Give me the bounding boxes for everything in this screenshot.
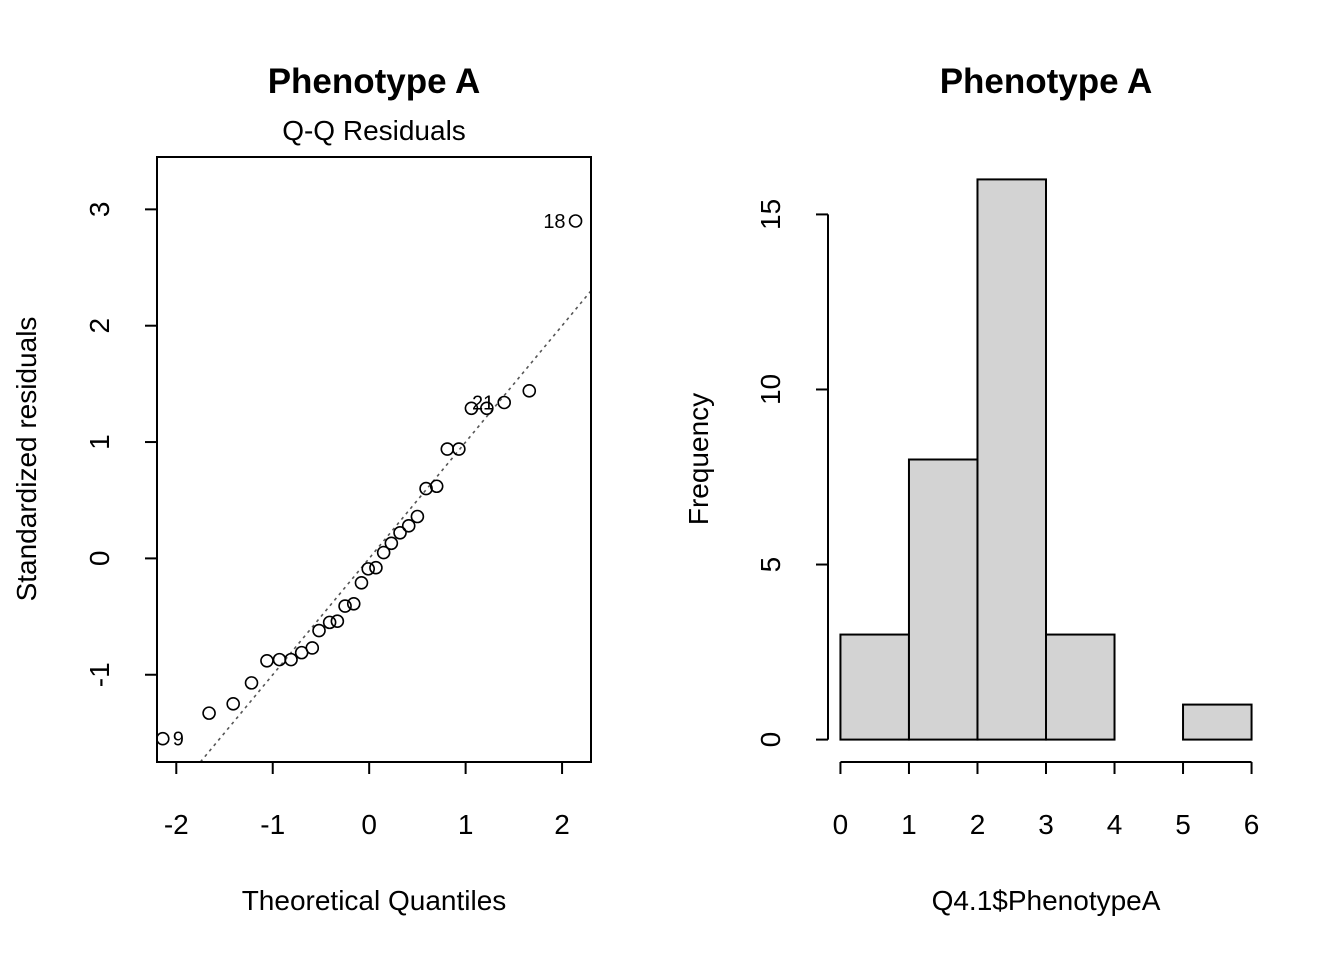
histogram-bar: [839, 633, 910, 741]
qq-point: [346, 596, 361, 611]
qq-point: [284, 652, 298, 667]
histogram-y-tick-label: 5: [755, 557, 786, 573]
histogram-bar: [1045, 633, 1116, 741]
qq-x-tick-label: 0: [361, 809, 377, 840]
histogram-bar: [907, 458, 979, 741]
qq-plot-subtitle: Q-Q Residuals: [282, 115, 466, 146]
qq-point: [440, 442, 455, 456]
qq-y-tick-label: 1: [84, 434, 115, 450]
qq-plot-frame: [156, 156, 592, 763]
qq-point: [429, 479, 444, 494]
qq-point: [452, 442, 466, 456]
qq-point: [244, 676, 259, 690]
qq-y-tick-label: 0: [84, 551, 115, 567]
qq-point-label: 18: [543, 211, 565, 233]
qq-x-tick-label: 1: [458, 809, 474, 840]
qq-plot-x-axis-label: Theoretical Quantiles: [242, 885, 507, 916]
qq-point: [369, 560, 383, 575]
qq-point: [338, 599, 352, 613]
qq-point: [202, 706, 216, 720]
qq-x-tick-label: -1: [260, 809, 285, 840]
histogram-x-tick-label: 0: [833, 809, 849, 840]
histogram-x-tick-label: 2: [970, 809, 986, 840]
histogram-y-tick-label: 0: [755, 732, 786, 748]
qq-point: [384, 536, 399, 551]
histogram-bar: [976, 178, 1048, 741]
qq-point: [497, 395, 512, 410]
qq-point: [354, 576, 369, 590]
qq-y-tick-label: 2: [84, 318, 115, 334]
qq-point: [312, 623, 326, 638]
qq-point: [464, 401, 479, 416]
qq-plot-panel: Phenotype A Q-Q Residuals Theoretical Qu…: [11, 62, 592, 916]
qq-x-tick-label: -2: [164, 809, 189, 840]
histogram-y-tick-label: 10: [755, 374, 786, 405]
histogram-bar: [1182, 703, 1253, 741]
histogram-panel: Phenotype A Q4.1$PhenotypeA Frequency 0 1…: [683, 62, 1259, 916]
qq-x-tick-label: 2: [554, 809, 570, 840]
histogram-x-tick-label: 5: [1175, 809, 1191, 840]
qq-point: [272, 652, 287, 667]
qq-point: [410, 509, 425, 524]
qq-point-label: 9: [173, 729, 184, 751]
histogram-x-tick-label: 4: [1107, 809, 1123, 840]
histogram-x-tick-label: 6: [1244, 809, 1260, 840]
qq-y-tick-label: 3: [84, 202, 115, 218]
histogram-x-axis-label: Q4.1$PhenotypeA: [932, 885, 1161, 916]
qq-point: [568, 214, 583, 228]
histogram-title: Phenotype A: [940, 62, 1153, 101]
qq-point: [522, 384, 537, 398]
qq-point: [401, 519, 416, 533]
qq-point: [330, 614, 345, 629]
histogram-y-axis-label: Frequency: [683, 393, 714, 525]
qq-point: [322, 615, 337, 630]
qq-point: [480, 401, 494, 416]
qq-reference-line: [199, 290, 592, 763]
qq-point: [419, 481, 433, 496]
qq-point: [393, 525, 407, 540]
qq-point: [226, 697, 240, 711]
qq-point: [305, 641, 320, 655]
qq-point: [260, 653, 274, 668]
histogram-x-tick-label: 1: [901, 809, 917, 840]
qq-y-tick-label: -1: [84, 662, 115, 687]
qq-plot-y-axis-label: Standardized residuals: [11, 317, 42, 602]
qq-point: [361, 562, 376, 576]
qq-point: [376, 545, 391, 560]
qq-point: [155, 731, 170, 746]
qq-point-label: 21: [472, 392, 494, 414]
histogram-y-tick-label: 15: [755, 199, 786, 230]
histogram-x-tick-label: 3: [1038, 809, 1054, 840]
qq-plot-title: Phenotype A: [268, 62, 481, 101]
